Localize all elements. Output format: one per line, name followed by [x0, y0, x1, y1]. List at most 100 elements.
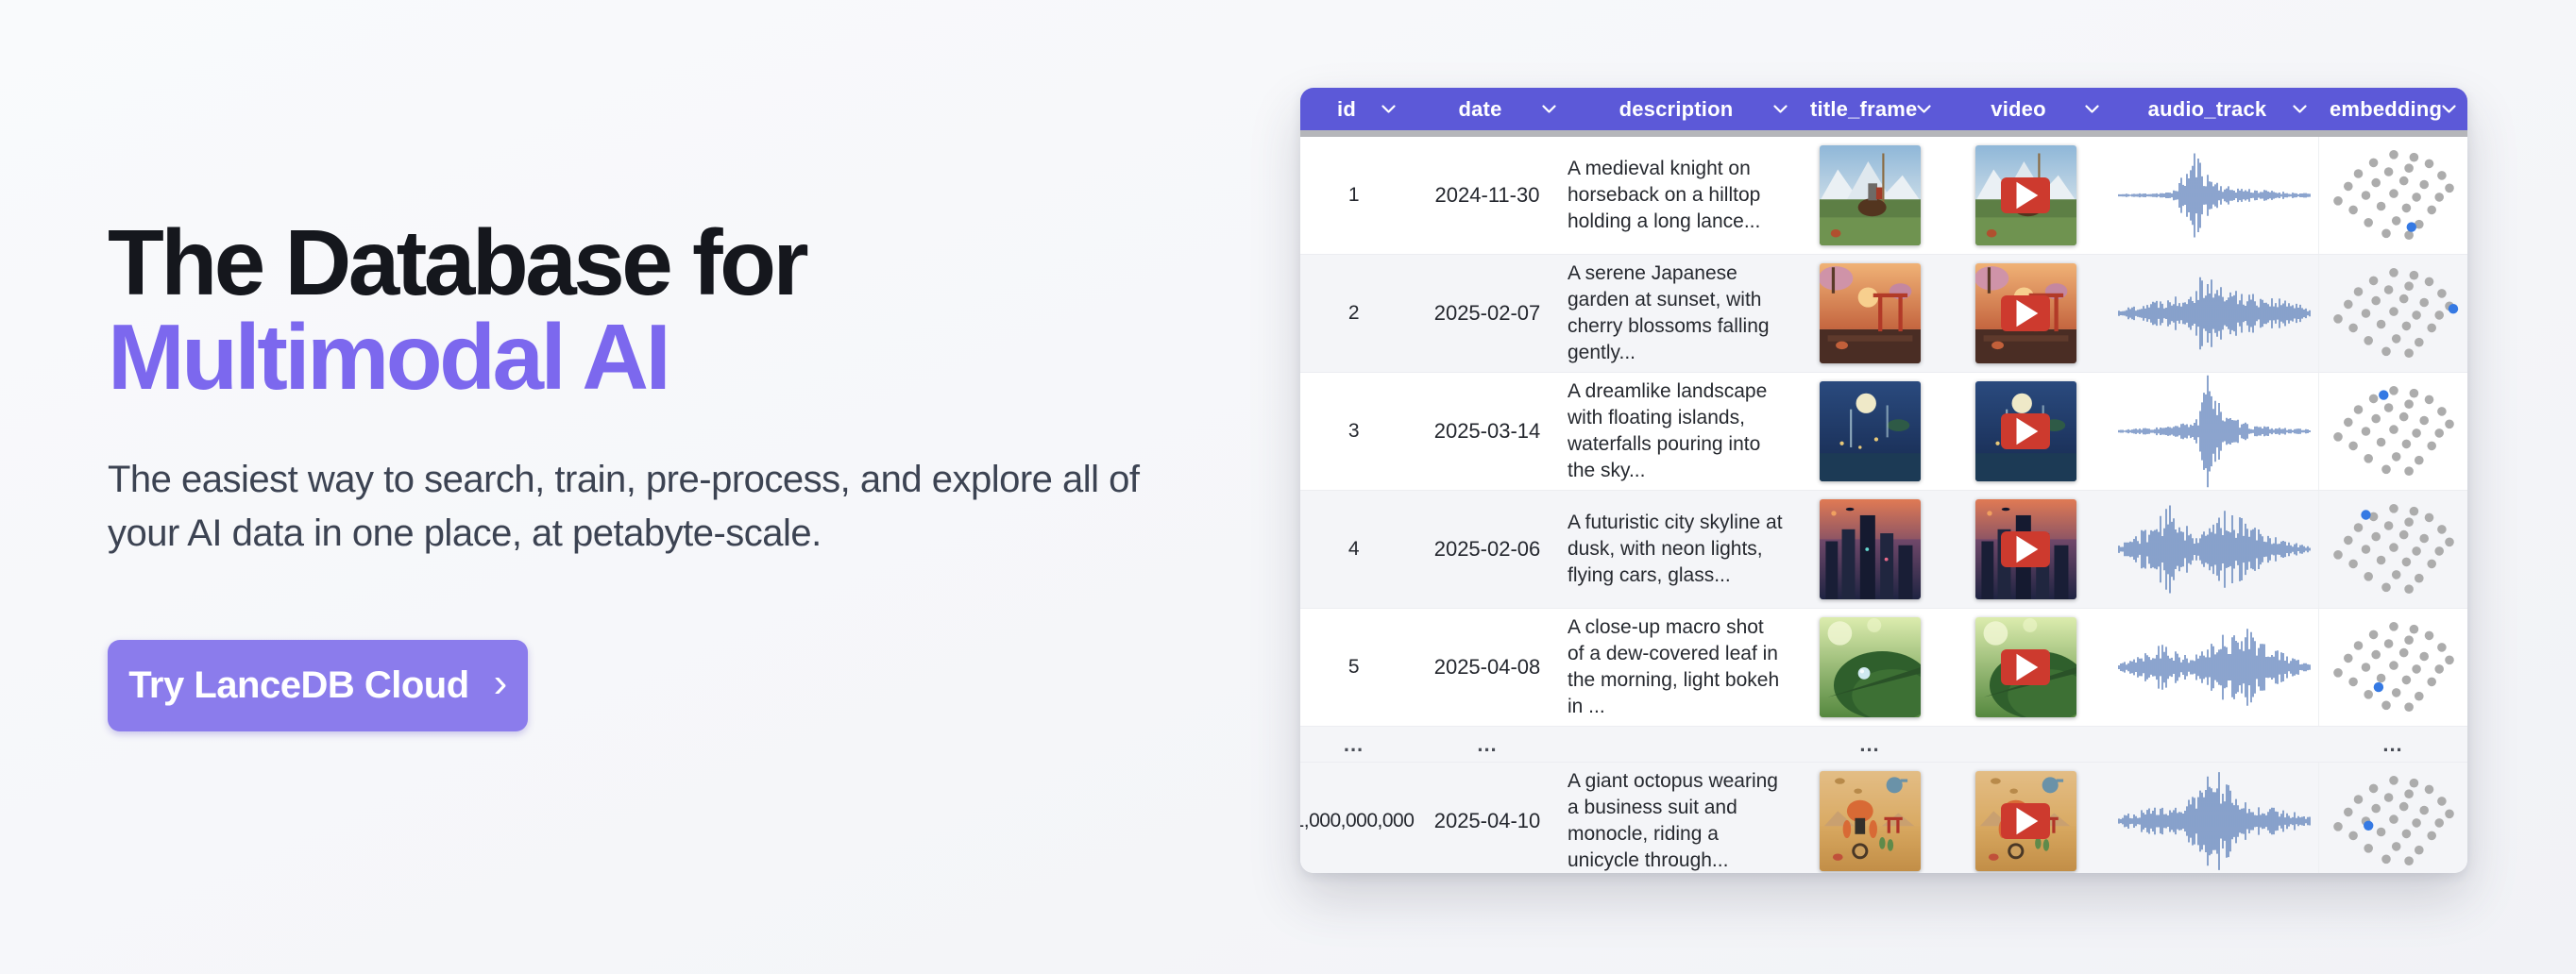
truncation-cell-date: ... — [1407, 727, 1568, 762]
truncation-cell-id: ... — [1300, 727, 1407, 762]
cell-id: 4 — [1347, 538, 1360, 560]
truncation-cell-embedding: ... — [2318, 727, 2467, 762]
embedding-highlight-dot — [2448, 304, 2458, 314]
title-frame-thumbnail[interactable] — [1819, 263, 1921, 363]
cell-id: 5 — [1347, 656, 1360, 678]
truncation-cell-audio_track — [2110, 727, 2318, 762]
cell-title-frame — [1799, 609, 1940, 726]
chevron-down-icon — [2293, 104, 2307, 113]
cell-description: A futuristic city skyline at dusk, with … — [1568, 512, 1783, 586]
cell-date: 2025-03-14 — [1433, 419, 1541, 443]
embedding-scatter-plot — [2323, 769, 2465, 873]
video-thumbnail[interactable] — [1974, 381, 2076, 481]
column-header-video[interactable]: video — [1940, 88, 2110, 130]
play-button[interactable] — [2001, 531, 2050, 567]
cell-audio-track — [2110, 137, 2318, 254]
play-icon — [2016, 417, 2039, 445]
title-frame-thumbnail[interactable] — [1819, 145, 1921, 245]
title-frame-thumbnail[interactable] — [1819, 770, 1921, 871]
play-button[interactable] — [2001, 649, 2050, 685]
cell-description: A close-up macro shot of a dew-covered l… — [1568, 616, 1780, 717]
cell-date: 2025-04-08 — [1433, 655, 1541, 679]
play-icon — [2016, 535, 2039, 563]
title-frame-thumbnail[interactable] — [1819, 617, 1921, 717]
video-thumbnail[interactable] — [1974, 770, 2076, 871]
embedding-scatter-plot — [2323, 497, 2465, 601]
column-sort-chevron[interactable] — [2085, 104, 2099, 114]
column-sort-chevron[interactable] — [1917, 104, 1932, 114]
column-header-audio_track[interactable]: audio_track — [2110, 88, 2318, 130]
truncation-row: ............ — [1300, 726, 2467, 762]
play-button[interactable] — [2001, 413, 2050, 449]
page-title-line1: The Database for — [108, 210, 809, 314]
play-button[interactable] — [2001, 802, 2050, 839]
cell-description: A medieval knight on horseback on a hill… — [1568, 158, 1761, 232]
table-header-row: id date description title_frame video audio_t… — [1300, 88, 2467, 130]
page-title-line2: Multimodal AI — [108, 305, 671, 409]
column-sort-chevron[interactable] — [2442, 104, 2456, 114]
ellipsis-text: ... — [1859, 731, 1880, 756]
try-lancedb-cloud-button[interactable]: Try LanceDB Cloud › — [108, 640, 528, 731]
cell-title-frame — [1799, 255, 1940, 372]
truncation-cell-video — [1940, 727, 2110, 762]
truncation-cell-description — [1568, 727, 1799, 762]
cell-video — [1940, 137, 2110, 254]
column-sort-chevron[interactable] — [2293, 104, 2307, 114]
chevron-down-icon — [2085, 104, 2099, 113]
column-label: video — [1991, 96, 2046, 121]
video-thumbnail[interactable] — [1974, 617, 2076, 717]
column-sort-chevron[interactable] — [1381, 104, 1396, 114]
cell-audio-track — [2110, 609, 2318, 726]
column-sort-chevron[interactable] — [1542, 104, 1556, 114]
cell-audio-track — [2110, 763, 2318, 873]
title-frame-thumbnail[interactable] — [1819, 381, 1921, 481]
audio-waveform — [2117, 143, 2312, 247]
cell-video — [1940, 255, 2110, 372]
chevron-down-icon — [1381, 104, 1396, 113]
cell-description: A giant octopus wearing a business suit … — [1568, 769, 1778, 871]
play-button[interactable] — [2001, 177, 2050, 213]
table-row: 1 2024-11-30 A medieval knight on horsebac… — [1300, 137, 2467, 254]
column-sort-chevron[interactable] — [1773, 104, 1788, 114]
column-header-embedding[interactable]: embedding — [2318, 88, 2467, 130]
column-label: id — [1337, 96, 1356, 121]
cell-title-frame — [1799, 137, 1940, 254]
play-button[interactable] — [2001, 295, 2050, 331]
table-row: 2 2025-02-07 A serene Japanese garden at s… — [1300, 254, 2467, 372]
embedding-scatter-plot — [2323, 261, 2465, 365]
video-thumbnail[interactable] — [1974, 263, 2076, 363]
cell-video — [1940, 373, 2110, 490]
chevron-down-icon — [2442, 104, 2456, 113]
title-frame-thumbnail[interactable] — [1819, 499, 1921, 599]
header-scrollbar-strip[interactable] — [1300, 130, 2467, 137]
column-header-id[interactable]: id — [1300, 88, 1407, 130]
column-header-date[interactable]: date — [1407, 88, 1568, 130]
cell-embedding — [2318, 373, 2467, 490]
cell-video — [1940, 609, 2110, 726]
column-header-description[interactable]: description — [1568, 88, 1799, 130]
cta-label: Try LanceDB Cloud — [128, 664, 469, 706]
chevron-down-icon — [1917, 104, 1932, 113]
video-thumbnail[interactable] — [1974, 499, 2076, 599]
demo-table-card: id date description title_frame video audio_t… — [1300, 88, 2467, 873]
video-thumbnail[interactable] — [1974, 145, 2076, 245]
ellipsis-text: ... — [1477, 731, 1498, 756]
cell-embedding — [2318, 763, 2467, 873]
audio-waveform — [2117, 769, 2312, 873]
cell-video — [1940, 491, 2110, 608]
hero-subtitle: The easiest way to search, train, pre-pr… — [108, 453, 1297, 561]
cell-embedding — [2318, 137, 2467, 254]
cell-title-frame — [1799, 373, 1940, 490]
cell-id: 2 — [1347, 302, 1360, 324]
cell-date: 2025-02-06 — [1433, 537, 1541, 561]
play-icon — [2016, 299, 2039, 327]
column-header-title_frame[interactable]: title_frame — [1799, 88, 1940, 130]
table-row: 4 2025-02-06 A futuristic city skyline at … — [1300, 490, 2467, 608]
table-row: 1,000,000,000 2025-04-10 A giant octopus w… — [1300, 762, 2467, 873]
embedding-scatter-plot — [2323, 615, 2465, 719]
audio-waveform — [2117, 615, 2312, 719]
column-label: description — [1618, 96, 1734, 121]
hero-subtitle-line1: The easiest way to search, train, pre-pr… — [108, 459, 1140, 500]
embedding-highlight-dot — [2373, 681, 2383, 693]
